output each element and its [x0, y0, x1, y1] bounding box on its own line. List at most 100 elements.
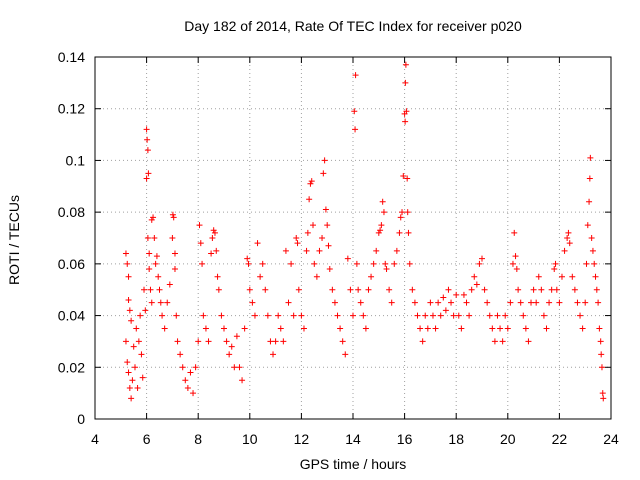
data-point [197, 240, 204, 247]
data-point [525, 338, 532, 345]
data-point [285, 299, 292, 306]
data-point [294, 240, 301, 247]
data-point [558, 273, 565, 280]
data-point [200, 312, 207, 319]
data-point [597, 338, 604, 345]
data-point [504, 325, 511, 332]
data-point [396, 229, 403, 236]
data-point [344, 255, 351, 262]
data-point [174, 338, 181, 345]
data-point [494, 312, 501, 319]
data-point [179, 364, 186, 371]
data-point [153, 253, 160, 260]
data-point [146, 266, 153, 273]
data-point [399, 209, 406, 216]
data-point [144, 147, 151, 154]
data-point [551, 266, 558, 273]
data-point [402, 79, 409, 86]
data-point [139, 374, 146, 381]
data-point [122, 250, 129, 257]
data-point [170, 214, 177, 221]
x-tick-label: 20 [500, 431, 516, 447]
data-point [205, 338, 212, 345]
data-point [598, 364, 605, 371]
data-point [128, 317, 135, 324]
data-point [164, 299, 171, 306]
data-point [409, 286, 416, 293]
data-point [316, 247, 323, 254]
data-point [402, 118, 409, 125]
data-point [209, 235, 216, 241]
data-point [308, 178, 315, 185]
y-tick-label: 0 [77, 411, 85, 427]
data-point [169, 235, 176, 241]
data-point [533, 299, 540, 306]
data-point [589, 247, 596, 254]
data-point [489, 325, 496, 332]
y-tick-label: 0.08 [58, 204, 85, 220]
data-point [321, 157, 328, 164]
data-point [595, 299, 602, 306]
data-point [290, 312, 297, 319]
data-point [155, 273, 162, 280]
data-point [148, 216, 155, 223]
data-point [280, 338, 287, 345]
data-point [145, 170, 152, 177]
data-point [565, 229, 572, 236]
data-point [195, 338, 202, 345]
data-point [331, 299, 338, 306]
data-point [182, 377, 189, 384]
data-point [422, 312, 429, 319]
data-point [583, 260, 590, 267]
x-tick-label: 4 [91, 431, 99, 447]
data-point [210, 227, 217, 234]
data-point [177, 351, 184, 358]
data-point [324, 222, 331, 229]
data-point [588, 235, 595, 241]
data-point [319, 235, 326, 241]
data-point [259, 260, 266, 267]
data-point [130, 343, 137, 350]
data-point [564, 235, 571, 241]
data-point [540, 312, 547, 319]
data-point [515, 286, 522, 293]
data-point [213, 247, 220, 254]
data-point [239, 377, 246, 384]
data-point [419, 338, 426, 345]
data-point [192, 364, 199, 371]
data-point [458, 325, 465, 332]
data-point [598, 351, 605, 358]
data-point [513, 266, 520, 273]
data-point [497, 325, 504, 332]
data-point [156, 286, 163, 293]
data-point [141, 286, 148, 293]
data-point [329, 286, 336, 293]
data-point [368, 273, 375, 280]
data-point [445, 286, 452, 293]
data-point [543, 325, 550, 332]
data-point [362, 325, 369, 332]
data-point [125, 297, 132, 304]
data-point [404, 175, 411, 182]
y-tick-label: 0.14 [58, 49, 85, 65]
data-point [199, 260, 206, 267]
data-point [553, 286, 560, 293]
data-point [275, 312, 282, 319]
data-point [124, 359, 131, 366]
data-point [148, 299, 155, 306]
data-point [357, 299, 364, 306]
data-point [507, 299, 514, 306]
data-point [231, 364, 238, 371]
data-point [414, 312, 421, 319]
data-point [126, 384, 133, 391]
data-point [405, 229, 412, 236]
data-point [307, 180, 314, 187]
data-point [561, 247, 568, 254]
data-point [596, 325, 603, 332]
data-point [471, 273, 478, 280]
data-point [379, 198, 386, 205]
data-point [484, 299, 491, 306]
data-point [157, 299, 164, 306]
data-point [448, 299, 455, 306]
